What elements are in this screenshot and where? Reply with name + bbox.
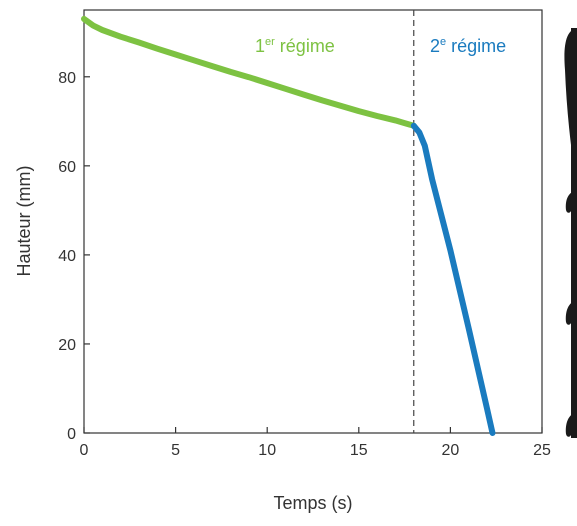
regime2-label-base: 2: [430, 36, 440, 56]
y-axis-ticks: 0 20 40 60 80: [58, 70, 90, 443]
series-line-regime1: [81, 15, 417, 129]
regime1-label-text: régime: [275, 36, 335, 56]
regime2-label-text: régime: [446, 36, 506, 56]
x-tick-label: 5: [171, 442, 180, 459]
y-tick-label: 60: [58, 159, 76, 176]
x-axis-title: Temps (s): [273, 493, 352, 513]
x-tick-label: 25: [533, 442, 551, 459]
x-tick-label: 10: [258, 442, 276, 459]
y-axis-title: Hauteur (mm): [14, 165, 34, 276]
regime2-label-sup: e: [440, 36, 446, 48]
regime1-label-base: 1: [255, 36, 265, 56]
y-tick-label: 20: [58, 337, 76, 354]
y-tick-label: 40: [58, 248, 76, 265]
x-axis-ticks: 0 5 10 15 20 25: [80, 427, 551, 459]
x-tick-label: 20: [442, 442, 460, 459]
series-line-regime2: [410, 122, 496, 436]
photo-blob-top: [564, 28, 577, 145]
regime1-label: 1er régime: [255, 36, 335, 56]
plot-frame: [83, 9, 543, 434]
photo-strip: [564, 28, 577, 438]
photo-blob-4: [565, 412, 577, 437]
regime1-label-sup: er: [265, 36, 275, 48]
photo-strip-edge: [571, 28, 577, 438]
y-tick-label: 80: [58, 70, 76, 87]
x-tick-label: 15: [350, 442, 368, 459]
photo-blob-2: [565, 190, 577, 213]
y-tick-label: 0: [67, 426, 76, 443]
photo-blob-3: [565, 300, 577, 325]
regime2-label: 2e régime: [430, 36, 506, 56]
x-tick-label: 0: [80, 442, 89, 459]
